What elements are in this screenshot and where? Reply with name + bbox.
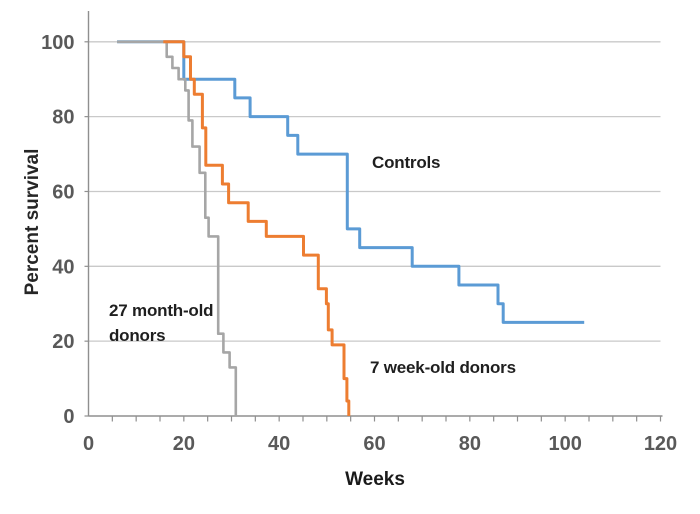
series-label-27-month-old-donors: 27 month-old donors xyxy=(109,301,214,345)
x-tick-label: 40 xyxy=(268,433,290,455)
series-label-7-week-old-donors: 7 week-old donors xyxy=(370,358,516,377)
y-tick-label: 60 xyxy=(52,181,74,203)
y-tick-label: 80 xyxy=(52,107,74,129)
x-tick-label: 80 xyxy=(459,433,481,455)
x-tick-label: 0 xyxy=(83,433,94,455)
x-tick-label: 60 xyxy=(363,433,385,455)
x-tick-label: 120 xyxy=(644,433,677,455)
series-path-controls xyxy=(117,40,585,324)
y-tick-label: 20 xyxy=(52,331,74,353)
series-label-controls: Controls xyxy=(372,153,441,172)
series-path-7-week-old-donors xyxy=(163,40,351,416)
x-tick-label: 20 xyxy=(173,433,195,455)
x-tick-label: 100 xyxy=(548,433,581,455)
y-tick-label: 100 xyxy=(41,32,74,54)
y-tick-label: 0 xyxy=(63,406,74,428)
y-axis-title: Percent survival xyxy=(22,148,43,296)
y-tick-label: 40 xyxy=(52,256,74,278)
x-axis-title: Weeks xyxy=(345,469,405,490)
series-path-27-month-old-donors xyxy=(117,40,238,416)
